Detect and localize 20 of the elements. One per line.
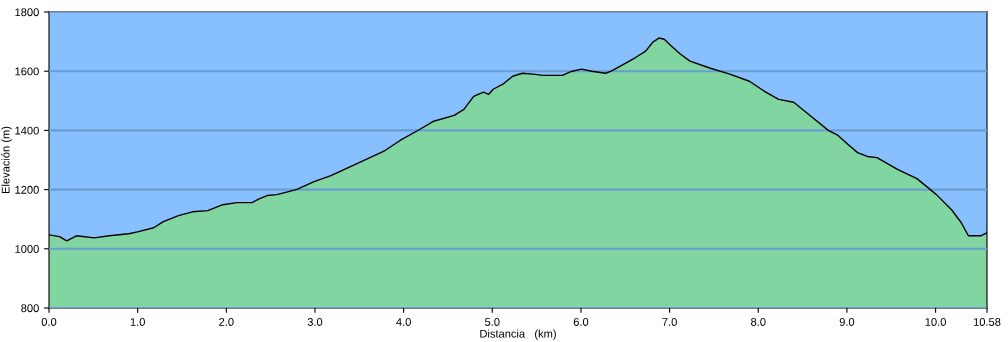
y-tick-label: 800: [21, 304, 39, 313]
x-tick-label: 10.58: [973, 318, 1001, 326]
x-axis-title: Distancia (km): [480, 329, 556, 340]
x-tick-label: 3.0: [307, 318, 323, 326]
x-tick-label: 6.0: [573, 318, 589, 326]
x-tick-label: 7.0: [662, 318, 677, 326]
y-tick-label: 1800: [15, 8, 39, 17]
x-tick-label: 9.0: [839, 318, 855, 326]
y-tick-label: 1200: [15, 185, 39, 194]
y-tick-label: 1000: [15, 245, 39, 253]
x-tick-label: 10.0: [925, 318, 946, 326]
y-tick-label: 1600: [15, 67, 39, 76]
x-tick-label: 8.0: [751, 318, 766, 326]
x-tick-label: 5.0: [485, 318, 500, 326]
x-tick-label: 2.0: [219, 318, 234, 326]
y-axis-title: Elevación (m): [1, 126, 12, 194]
x-tick-label: 4.0: [396, 318, 411, 326]
x-tick-label: 1.0: [130, 318, 145, 326]
y-tick-label: 1400: [15, 126, 39, 135]
x-tick-label: 0.0: [41, 318, 57, 326]
